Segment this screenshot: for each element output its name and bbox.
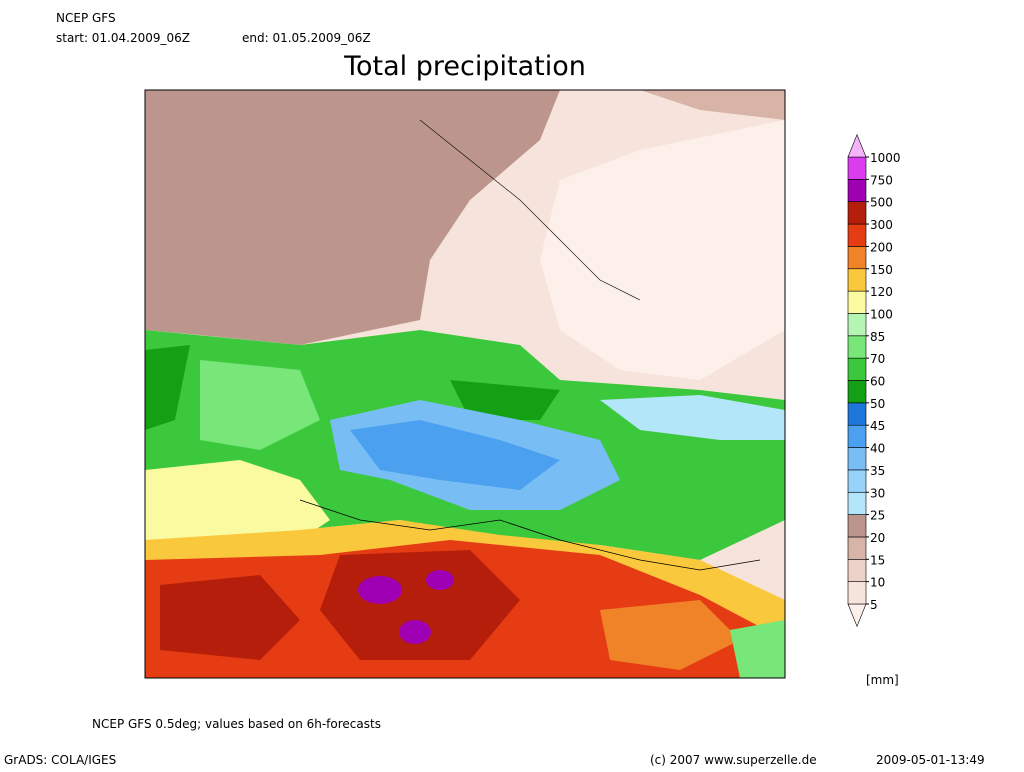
- legend-swatch: [847, 447, 867, 471]
- unit-label: [mm]: [866, 673, 899, 687]
- legend-label: 25: [870, 509, 885, 523]
- legend-swatch: [847, 223, 867, 247]
- field-region: [540, 120, 785, 380]
- border-line: [419, 119, 641, 301]
- legend-label: 20: [870, 531, 885, 545]
- legend-swatch: [847, 402, 867, 426]
- field-region: [426, 570, 454, 590]
- legend-swatch: [847, 246, 867, 270]
- end-label: end: 01.05.2009_06Z: [242, 31, 371, 45]
- field-region: [145, 90, 560, 345]
- field-region: [358, 576, 402, 604]
- field-region: [145, 460, 330, 545]
- field-region: [399, 620, 431, 644]
- field-region: [600, 395, 785, 440]
- legend-swatch: [847, 335, 867, 359]
- timestamp-label: 2009-05-01-13:49: [876, 753, 985, 767]
- legend-label: 40: [870, 442, 885, 456]
- legend-swatch: [847, 179, 867, 203]
- legend-label: 85: [870, 330, 885, 344]
- model-label: NCEP GFS: [56, 11, 116, 25]
- legend-swatch: [847, 536, 867, 560]
- legend-swatch: [847, 491, 867, 515]
- legend-label: 10: [870, 576, 885, 590]
- legend-label: 300: [870, 218, 893, 232]
- legend-swatch: [847, 201, 867, 225]
- legend-swatch: [847, 469, 867, 493]
- legend-label: 60: [870, 375, 885, 389]
- legend-swatch: [847, 380, 867, 404]
- legend-swatch: [847, 156, 867, 180]
- legend-label: 45: [870, 419, 885, 433]
- legend-label: 50: [870, 397, 885, 411]
- legend-swatch: [847, 558, 867, 582]
- field-region: [730, 620, 785, 678]
- legend-label: 1000: [870, 151, 901, 165]
- field-region: [320, 550, 520, 660]
- field-region: [350, 420, 560, 490]
- field-region: [160, 575, 300, 660]
- legend-swatch: [847, 268, 867, 292]
- legend-label: 100: [870, 307, 893, 321]
- footer-note: NCEP GFS 0.5deg; values based on 6h-fore…: [92, 717, 381, 731]
- coastline: [299, 499, 761, 571]
- start-label: start: 01.04.2009_06Z: [56, 31, 190, 45]
- field-region: [145, 345, 190, 430]
- legend-label: 70: [870, 352, 885, 366]
- map-frame: [144, 89, 786, 679]
- field-region: [200, 360, 320, 450]
- legend-swatch: [847, 424, 867, 448]
- legend-swatch: [847, 290, 867, 314]
- legend-label: 15: [870, 553, 885, 567]
- software-label: GrADS: COLA/IGES: [4, 753, 116, 767]
- legend: 5 10 15 20 25 30 35 40 45 50 60 70 85 100 120 150 200 300…: [847, 133, 901, 628]
- legend-swatch: [847, 514, 867, 538]
- legend-swatch: [847, 357, 867, 381]
- legend-swatch: [847, 581, 867, 605]
- legend-label: 200: [870, 240, 893, 254]
- chart-title: Total precipitation: [343, 51, 586, 82]
- legend-label: 30: [870, 486, 885, 500]
- legend-swatch: [847, 133, 867, 158]
- precipitation-map: [144, 89, 786, 679]
- legend-label: 150: [870, 263, 893, 277]
- field-region: [600, 600, 740, 670]
- legend-swatch: [847, 603, 867, 628]
- legend-label: 35: [870, 464, 885, 478]
- legend-label: 120: [870, 285, 893, 299]
- legend-label: 750: [870, 173, 893, 187]
- copyright-label: (c) 2007 www.superzelle.de: [650, 753, 817, 767]
- field-region: [450, 380, 560, 420]
- legend-label: 500: [870, 196, 893, 210]
- legend-swatch: [847, 313, 867, 337]
- legend-label: 5: [870, 598, 878, 612]
- field-region: [640, 90, 785, 120]
